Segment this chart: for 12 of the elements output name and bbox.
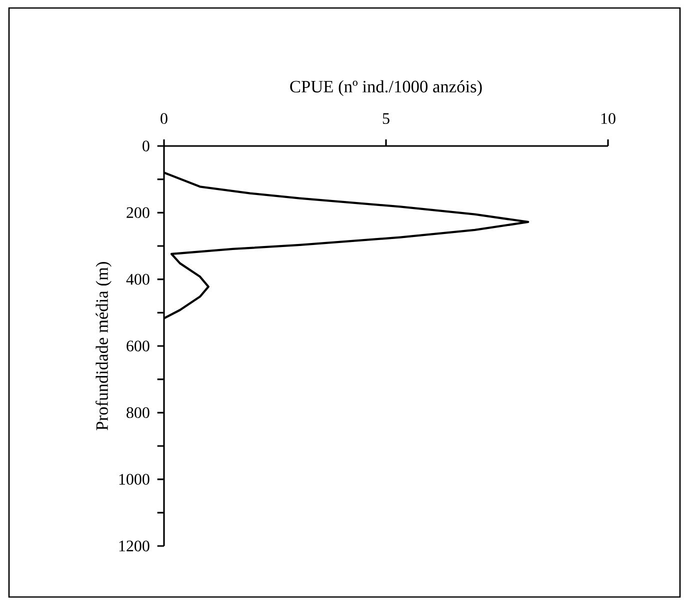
y-tick-label: 600 [126,340,150,352]
x-tick-label: 10 [601,113,616,124]
y-tick-label: 400 [126,274,150,285]
y-tick-label: 1000 [119,474,150,485]
y-tick-label: 800 [126,407,150,418]
y-tick-label: 200 [126,207,150,218]
y-axis-title: Profundidade média (m) [96,262,112,430]
y-tick-label: 1200 [119,540,150,552]
x-tick-label: 0 [160,113,168,124]
x-axis-title: CPUE (nº ind./1000 anzóis) [290,80,482,96]
y-tick-label: 0 [142,140,150,152]
x-tick-label: 5 [382,113,390,124]
